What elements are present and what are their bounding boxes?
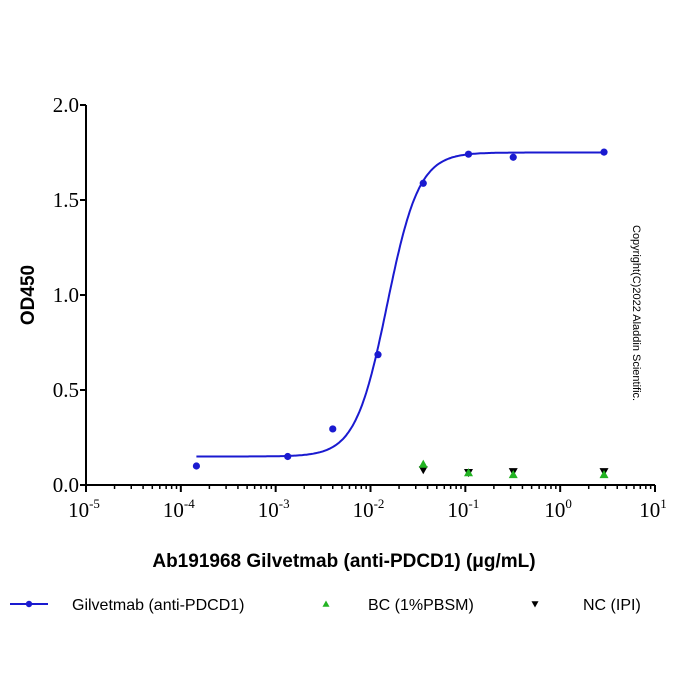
data-point-gilvetmab <box>329 425 337 433</box>
x-tick-exponent: -5 <box>89 496 100 511</box>
y-axis-title: OD450 <box>18 265 39 325</box>
data-point-gilvetmab <box>419 179 427 187</box>
legend: Gilvetmab (anti-PDCD1) BC (1%PBSM) NC (IPI… <box>10 597 641 614</box>
x-tick-label: 10-2 <box>353 496 385 522</box>
data-point-gilvetmab <box>600 148 608 156</box>
x-tick-exponent: 0 <box>565 496 572 511</box>
data-point-bc <box>418 459 428 468</box>
x-tick-exponent: -1 <box>468 496 479 511</box>
axes: 0.00.51.01.52.010-5 10-4 10-3 10-2 10-1 100 10… <box>53 93 667 522</box>
x-tick-label: 10-5 <box>68 496 100 522</box>
data-point-gilvetmab <box>464 150 473 158</box>
data-point-bc <box>464 468 474 477</box>
x-tick-base: 10 <box>447 498 468 522</box>
legend-label: Gilvetmab (anti-PDCD1) <box>72 597 244 614</box>
x-tick-exponent: -4 <box>184 496 195 511</box>
legend-label: NC (IPI) <box>583 597 641 614</box>
data-marks <box>192 148 609 479</box>
x-tick-exponent: 1 <box>660 496 667 511</box>
x-tick-base: 10 <box>68 498 89 522</box>
x-tick-label: 10-3 <box>258 496 290 522</box>
data-point-gilvetmab <box>509 153 517 161</box>
fit-curve-gilvetmab <box>196 151 604 458</box>
data-point-bc <box>599 470 609 479</box>
x-tick-base: 10 <box>639 498 660 522</box>
y-tick-label: 2.0 <box>53 93 79 117</box>
x-tick-exponent: -2 <box>374 496 385 511</box>
data-point-gilvetmab <box>192 462 201 470</box>
copyright-text: Copyright(C)2022 Aladdin Scientific. <box>630 225 642 401</box>
x-tick-base: 10 <box>544 498 565 522</box>
y-tick-label: 1.5 <box>53 188 79 212</box>
legend-marker-gilvetmab <box>25 600 33 608</box>
x-tick-base: 10 <box>258 498 279 522</box>
x-tick-base: 10 <box>353 498 374 522</box>
legend-marker-nc <box>531 601 539 608</box>
x-tick-label: 10-4 <box>163 496 195 522</box>
y-tick-label: 0.5 <box>53 378 79 402</box>
data-point-nc <box>418 466 428 475</box>
x-tick-label: 101 <box>639 496 667 522</box>
x-tick-label: 10-1 <box>447 496 479 522</box>
data-point-gilvetmab <box>374 351 382 359</box>
y-tick-label: 1.0 <box>53 283 79 307</box>
x-tick-base: 10 <box>163 498 184 522</box>
x-tick-label: 100 <box>544 496 572 522</box>
legend-label: BC (1%PBSM) <box>368 597 474 614</box>
x-tick-exponent: -3 <box>279 496 290 511</box>
data-point-bc <box>508 470 518 479</box>
x-axis-title: Ab191968 Gilvetmab (anti-PDCD1) (μg/mL) <box>152 551 535 572</box>
y-tick-label: 0.0 <box>53 473 79 497</box>
legend-marker-bc <box>322 600 330 607</box>
data-point-gilvetmab <box>284 452 292 461</box>
